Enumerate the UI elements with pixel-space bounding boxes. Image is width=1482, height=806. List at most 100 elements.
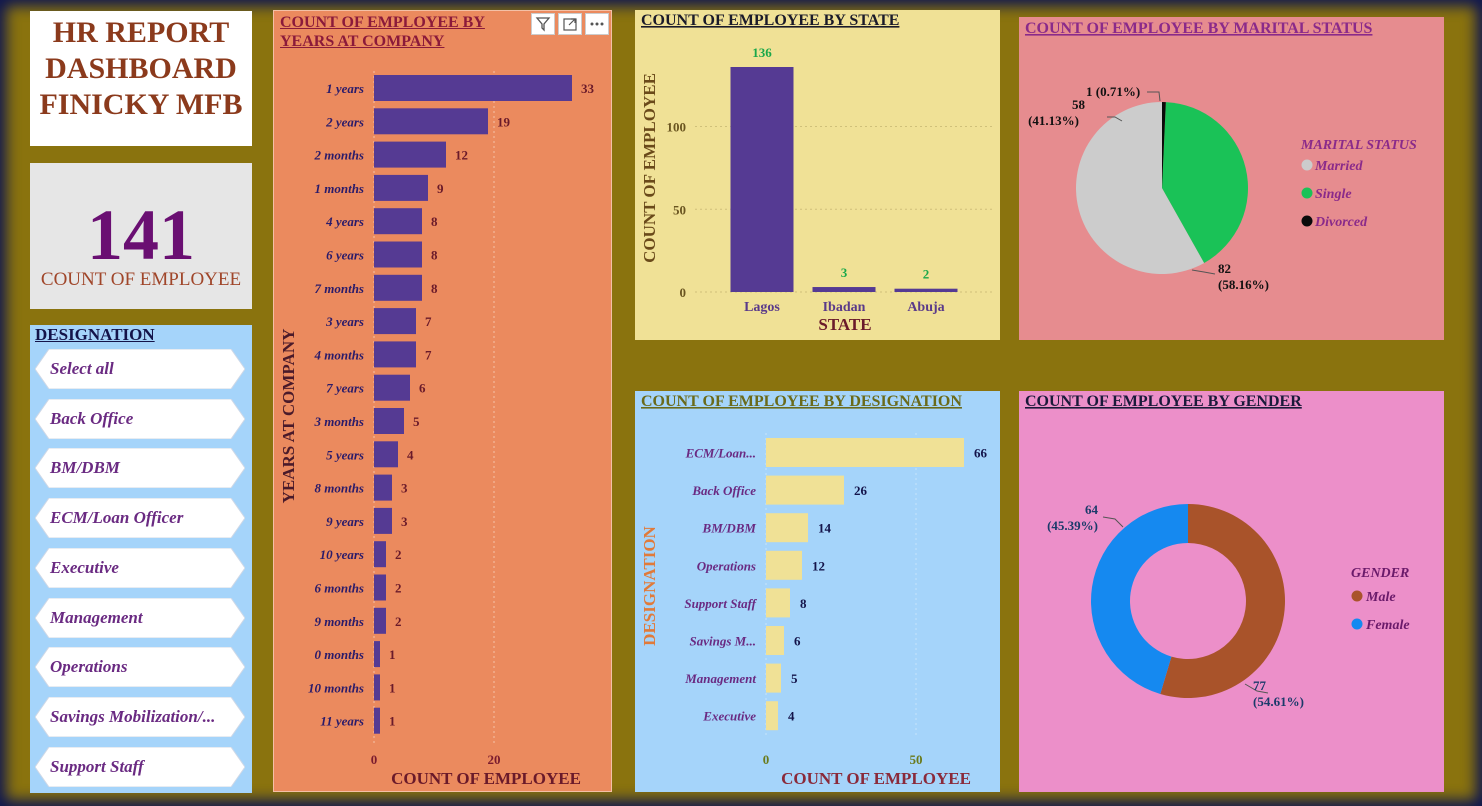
data-label: 33	[581, 81, 595, 96]
bar	[374, 75, 572, 101]
chart-title: COUNT OF EMPLOYEE BY DESIGNATION	[641, 393, 962, 410]
legend-marker	[1301, 215, 1313, 227]
bar	[374, 408, 404, 434]
y-tick-label: 50	[673, 202, 686, 217]
data-label-female: 64	[1085, 502, 1099, 517]
y-tick-label: 4 months	[314, 347, 365, 362]
data-label-single-pct: (41.13%)	[1028, 113, 1079, 128]
gender-donut-chart: COUNT OF EMPLOYEE BY GENDER 77(54.61%) 64(…	[1025, 393, 1410, 709]
data-label: 2	[395, 581, 402, 596]
data-label: 14	[818, 521, 832, 536]
more-options-icon[interactable]	[585, 13, 609, 35]
y-tick-label: 0	[680, 285, 687, 300]
pie-slice-married	[1076, 102, 1205, 274]
slicer-item[interactable]: Savings Mobilization/...	[35, 696, 245, 737]
data-label: 5	[413, 414, 420, 429]
legend-title: GENDER	[1351, 566, 1409, 581]
legend-item: Divorced	[1314, 215, 1368, 230]
y-tick-label: 100	[667, 120, 687, 135]
gender-chart[interactable]: COUNT OF EMPLOYEE BY GENDER 77 (54.61%) 64(…	[1019, 391, 1444, 792]
data-label: 6	[794, 634, 801, 649]
slicer-item[interactable]: Support Staff	[35, 746, 245, 787]
bar	[374, 641, 380, 668]
y-tick-label: 6 years	[326, 248, 364, 263]
slicer-item[interactable]: Management	[35, 597, 245, 638]
report-title-line-2: DASHBOARD	[45, 52, 237, 85]
bar	[374, 574, 386, 601]
data-label: 1	[389, 680, 396, 695]
bar	[766, 513, 808, 543]
data-label: 7	[425, 347, 432, 362]
bar	[374, 108, 488, 135]
data-label: 26	[854, 483, 868, 498]
slicer-item[interactable]: Operations	[35, 647, 245, 688]
legend-item: Married	[1314, 159, 1363, 174]
bar	[374, 241, 422, 268]
slicer-item-label: Select all	[50, 359, 114, 378]
legend-item: Female	[1365, 618, 1410, 633]
bar	[374, 141, 446, 168]
report-title-card: HR REPORT DASHBOARD FINICKY MFB	[30, 11, 252, 146]
data-label: 136	[752, 45, 772, 60]
x-axis-title: COUNT OF EMPLOYEE	[391, 769, 581, 788]
slicer-item[interactable]: ECM/Loan Officer	[35, 498, 245, 539]
y-tick-label: Executive	[702, 709, 756, 724]
data-label: 6	[419, 381, 426, 396]
slicer-item[interactable]: Executive	[35, 547, 245, 588]
pie-slice-male	[1160, 504, 1285, 698]
y-tick-label: 2 years	[325, 114, 364, 129]
data-label: 2	[395, 547, 402, 562]
designation-slicer[interactable]: DESIGNATION Select all Back Office BM/DBM E…	[30, 325, 252, 793]
x-tick-label: 0	[763, 752, 770, 767]
report-title-line-1: HR REPORT	[52, 16, 230, 49]
data-label: 12	[812, 558, 825, 573]
bar	[374, 374, 410, 401]
designation-bar-chart: COUNT OF EMPLOYEE BY DESIGNATION 0 50 ECM/L…	[640, 393, 988, 788]
pie-slice-female	[1091, 504, 1188, 694]
slicer-item[interactable]: Back Office	[35, 398, 245, 439]
x-tick-label: Lagos	[744, 300, 780, 315]
x-axis-title: STATE	[818, 315, 871, 334]
state-chart[interactable]: COUNT OF EMPLOYEE BY STATE 0 50 100 136 Lagos…	[635, 10, 1000, 340]
data-label-married-pct: (58.16%)	[1218, 277, 1269, 292]
kpi-label: COUNT OF EMPLOYEE	[40, 269, 242, 290]
y-tick-label: 1 years	[326, 81, 364, 96]
data-label: 66	[974, 446, 988, 461]
state-bar-chart: COUNT OF EMPLOYEE BY STATE 0 50 100 136 Lagos…	[640, 12, 993, 334]
y-tick-label: Operations	[697, 558, 756, 573]
y-tick-label: 5 years	[326, 447, 364, 462]
leader-line	[1147, 91, 1161, 102]
kpi-card[interactable]: 141 COUNT OF EMPLOYEE	[30, 163, 252, 309]
slicer-item[interactable]: BM/DBM	[35, 448, 245, 489]
data-label-male: 77	[1253, 678, 1267, 693]
y-tick-label: 0 months	[315, 647, 365, 662]
slicer-item[interactable]: Select all	[35, 349, 245, 389]
data-label: 8	[431, 214, 438, 229]
designation-chart[interactable]: COUNT OF EMPLOYEE BY DESIGNATION 0 50 ECM/L…	[635, 391, 1000, 792]
y-tick-label: 10 months	[308, 680, 364, 695]
y-tick-label: Back Office	[691, 483, 756, 498]
bar	[374, 341, 416, 368]
y-tick-label: Support Staff	[684, 596, 757, 611]
filter-icon[interactable]	[531, 13, 555, 35]
data-label: 1	[389, 714, 396, 729]
y-tick-label: 3 months	[314, 414, 365, 429]
years-at-company-chart[interactable]: COUNT OF EMPLOYEE BY YEARS AT COMPANY 0 2…	[273, 10, 612, 792]
chart-title: COUNT OF EMPLOYEE BY GENDER	[1025, 393, 1302, 410]
slicer-item-label: Support Staff	[50, 756, 144, 776]
y-tick-label: 8 months	[315, 481, 365, 496]
data-label: 3	[841, 265, 848, 280]
x-axis-title: COUNT OF EMPLOYEE	[781, 769, 971, 788]
x-tick-label: 50	[910, 752, 923, 767]
bar	[374, 474, 392, 501]
data-label-male-pct: (54.61%)	[1253, 694, 1304, 709]
bar	[894, 288, 958, 292]
marital-status-chart[interactable]: COUNT OF EMPLOYEE BY MARITAL STATUS 82 (58…	[1019, 17, 1444, 340]
slicer-item-label: Operations	[50, 657, 128, 677]
years-bar-chart: 0 201 years 332 years 192 months 121 months 9…	[279, 71, 595, 788]
data-label: 12	[455, 148, 468, 163]
focus-mode-icon[interactable]	[558, 13, 582, 35]
leader-line	[1102, 516, 1124, 528]
kpi-value: 141	[87, 195, 195, 275]
